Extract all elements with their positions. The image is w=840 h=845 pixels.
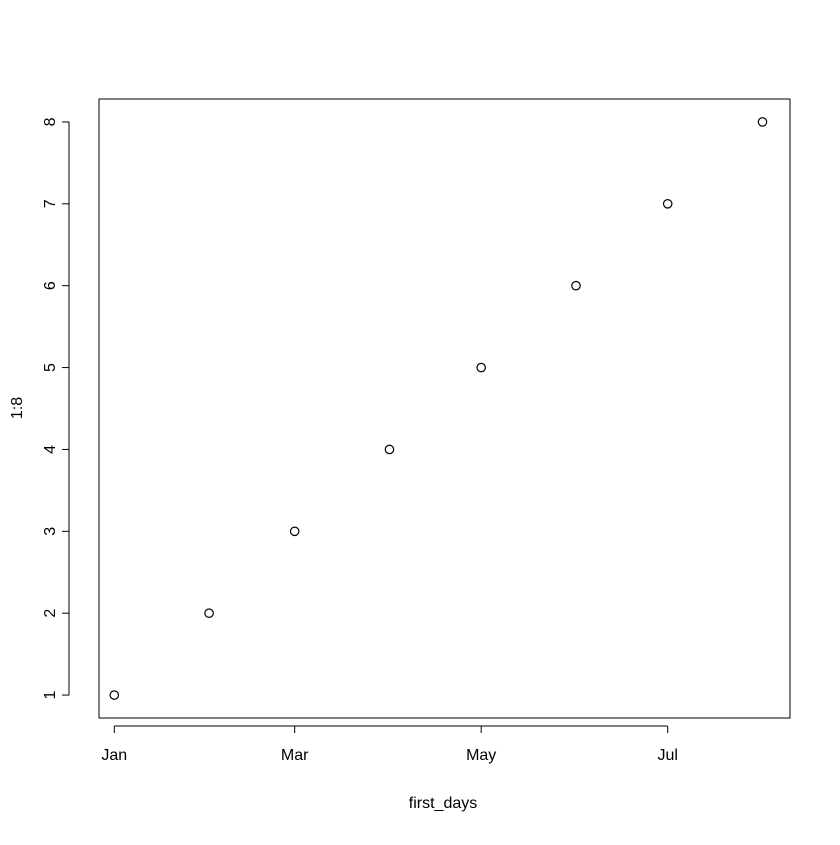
y-tick-label: 7: [42, 199, 59, 208]
y-axis: 1 2 3 4 5 6 7 8: [42, 117, 70, 700]
y-tick-label: 1: [42, 691, 59, 700]
points-layer: [109, 117, 768, 700]
y-tick-label: 5: [42, 363, 59, 372]
x-axis-label: first_days: [409, 795, 477, 812]
data-point: [204, 608, 214, 618]
x-tick-label: Jan: [101, 747, 127, 764]
data-point: [384, 444, 395, 455]
data-point: [571, 280, 581, 291]
data-point: [109, 690, 120, 700]
x-tick-label: May: [466, 747, 496, 764]
data-point: [289, 526, 300, 537]
x-tick-label: Mar: [281, 747, 309, 764]
y-axis-label: 1:8: [9, 397, 26, 419]
plot-frame: [98, 98, 791, 719]
y-tick-label: 8: [42, 117, 59, 126]
x-axis: Jan Mar May Jul: [101, 725, 678, 764]
x-tick-label: Jul: [657, 747, 677, 764]
y-tick-label: 4: [42, 445, 59, 454]
data-point: [662, 199, 673, 209]
data-point: [757, 117, 768, 127]
data-point: [476, 362, 486, 373]
y-tick-label: 2: [42, 609, 59, 618]
y-tick-label: 3: [42, 527, 59, 536]
y-tick-label: 6: [42, 281, 59, 290]
